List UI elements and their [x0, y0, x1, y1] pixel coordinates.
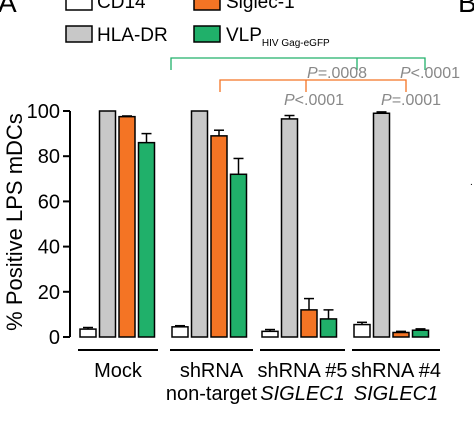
y-tick-label: 80 — [38, 146, 60, 168]
pvalue-3-prefix: P — [284, 92, 295, 109]
panel-label: A — [0, 0, 17, 18]
pvalue-2-value: <.0001 — [411, 65, 460, 82]
bar — [98, 110, 117, 338]
x-tick-label-line2: SIGLEC1 — [260, 383, 344, 405]
legend: CD14 Siglec-1 HLA-DR VLPHIV Gag-eGFP — [65, 0, 330, 49]
pvalue-annotation-1: P=.0008 — [307, 65, 367, 82]
legend-label-siglec1: Siglec-1 — [226, 0, 295, 13]
pvalue-annotation-2: P<.0001 — [400, 65, 460, 82]
bars — [79, 110, 430, 338]
legend-swatch-vlp — [193, 25, 221, 43]
bracket-vlp — [170, 57, 426, 70]
bar — [300, 309, 318, 338]
bar — [261, 330, 279, 338]
bar — [229, 173, 248, 338]
x-tick-label: shRNA #5 — [257, 360, 347, 382]
clipped-fragment: . — [470, 177, 473, 188]
legend-swatch-hladr — [65, 25, 93, 43]
bar — [79, 328, 97, 338]
bar — [210, 135, 228, 338]
bar — [118, 115, 136, 338]
legend-swatch-siglec1 — [193, 0, 221, 11]
next-panel-label: B — [458, 0, 474, 18]
legend-label-vlp: VLPHIV Gag-eGFP — [226, 25, 330, 49]
x-tick-label-line2: non-target — [166, 383, 258, 405]
legend-label-cd14: CD14 — [97, 0, 146, 13]
pvalue-annotation-4: P=.0001 — [381, 92, 441, 109]
x-tick-label-line2: SIGLEC1 — [354, 383, 438, 405]
bar — [411, 329, 430, 338]
pvalue-2-prefix: P — [400, 65, 411, 82]
bar — [319, 318, 338, 338]
bracket-siglec — [219, 79, 407, 92]
bar — [280, 118, 299, 338]
pvalue-annotation-3: P<.0001 — [284, 92, 344, 109]
pvalue-4-prefix: P= — [381, 92, 401, 109]
bar — [137, 141, 156, 338]
x-tick-label: shRNA #4 — [351, 360, 441, 382]
bar — [353, 323, 371, 338]
bar — [392, 331, 410, 338]
pvalue-1-prefix: P= — [307, 65, 327, 82]
x-tick-label: Mock — [94, 360, 143, 382]
y-tick-label: 0 — [49, 327, 60, 349]
bar — [190, 110, 209, 338]
legend-swatch-cd14 — [65, 0, 93, 11]
legend-label-vlp-main: VLP — [226, 25, 262, 46]
axes: 0 20 40 60 80 100 — [27, 101, 71, 349]
legend-label-hladr: HLA-DR — [97, 25, 168, 46]
y-axis-title: % Positive LPS mDCs — [2, 113, 27, 331]
x-tick-label: shRNA — [180, 360, 244, 382]
significance-brackets: P=.0008 P<.0001 P<.0001 P=.0001 — [170, 57, 460, 109]
bar — [171, 326, 189, 338]
y-tick-label: 60 — [38, 191, 60, 213]
y-tick-label: 40 — [38, 237, 60, 259]
bar — [372, 112, 391, 338]
pvalue-4-value: .0001 — [401, 92, 441, 109]
pvalue-1-value: .0008 — [327, 65, 367, 82]
pvalue-3-value: <.0001 — [295, 92, 344, 109]
y-tick-label: 100 — [27, 101, 60, 123]
legend-label-vlp-sub: HIV Gag-eGFP — [262, 38, 330, 49]
y-tick-label: 20 — [38, 282, 60, 304]
